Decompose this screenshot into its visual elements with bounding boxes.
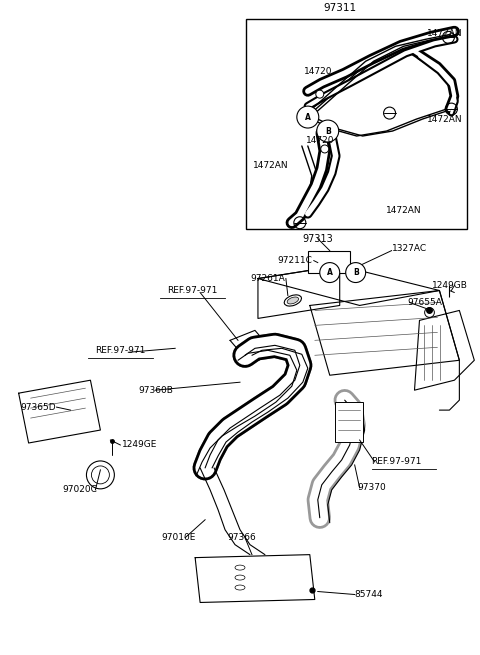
Text: REF.97-971: REF.97-971 xyxy=(95,346,145,355)
Text: 1472AN: 1472AN xyxy=(253,161,288,170)
Text: 97313: 97313 xyxy=(302,234,333,244)
Text: 97010E: 97010E xyxy=(161,533,195,542)
Text: 97261A: 97261A xyxy=(250,274,285,283)
Text: 1472AN: 1472AN xyxy=(427,115,462,124)
Text: 97366: 97366 xyxy=(228,533,256,542)
Text: 97311: 97311 xyxy=(323,3,356,13)
Circle shape xyxy=(346,263,366,282)
Text: REF.97-971: REF.97-971 xyxy=(167,286,217,295)
Text: 1249GE: 1249GE xyxy=(122,441,158,449)
Text: 97365D: 97365D xyxy=(21,403,56,411)
Text: 97360B: 97360B xyxy=(138,386,173,395)
Circle shape xyxy=(316,90,324,98)
Circle shape xyxy=(317,120,339,142)
Text: B: B xyxy=(325,126,331,136)
Text: 1327AC: 1327AC xyxy=(392,244,427,253)
Bar xyxy=(335,402,363,442)
Text: 97020C: 97020C xyxy=(62,485,97,495)
Ellipse shape xyxy=(287,297,299,304)
Text: 14720: 14720 xyxy=(303,67,332,76)
Text: 97211C: 97211C xyxy=(277,256,312,265)
Text: 1472AN: 1472AN xyxy=(385,206,421,215)
Circle shape xyxy=(297,106,319,128)
Circle shape xyxy=(321,145,329,153)
Text: 14720: 14720 xyxy=(305,136,334,145)
Bar xyxy=(308,251,350,272)
Text: 97370: 97370 xyxy=(358,483,386,493)
Text: A: A xyxy=(305,113,311,122)
Text: B: B xyxy=(353,268,359,277)
Text: 97655A: 97655A xyxy=(408,298,443,307)
Bar xyxy=(246,20,468,229)
Text: 1249GB: 1249GB xyxy=(432,281,468,290)
Circle shape xyxy=(320,263,340,282)
Text: A: A xyxy=(327,268,333,277)
Text: 1472AN: 1472AN xyxy=(427,29,462,38)
Text: 85744: 85744 xyxy=(355,590,383,599)
Ellipse shape xyxy=(284,295,301,306)
Text: REF.97-971: REF.97-971 xyxy=(372,457,422,466)
